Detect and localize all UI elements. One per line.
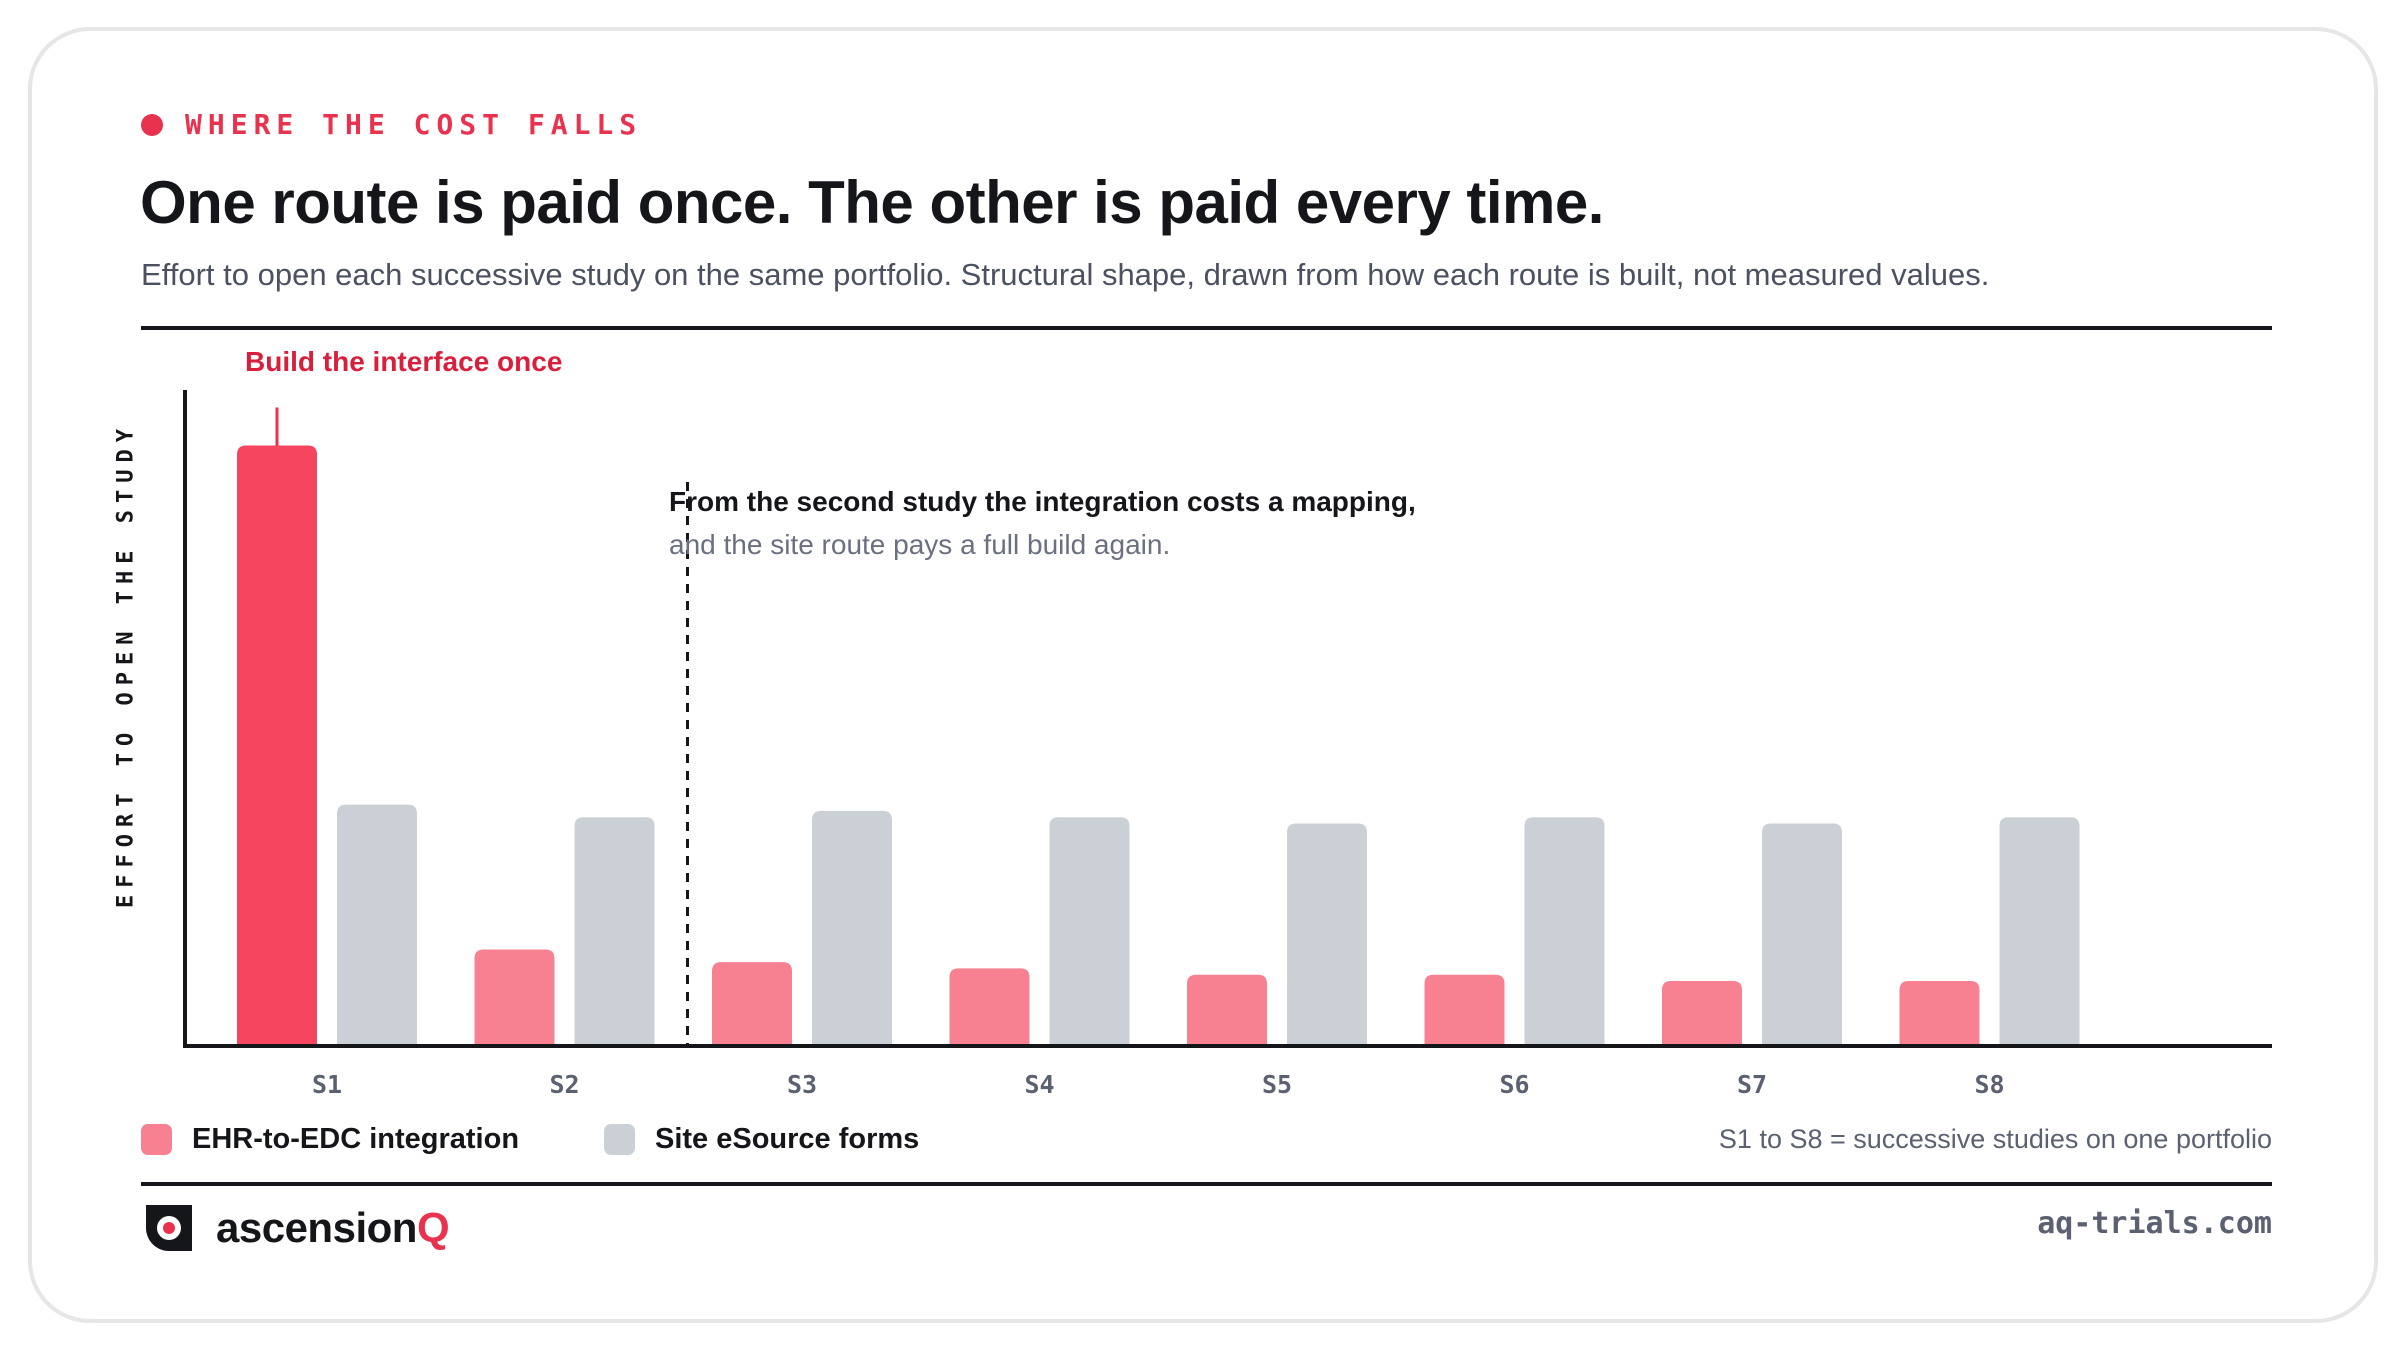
brand: ascensionQ <box>140 1199 450 1257</box>
bar-site-s6 <box>1524 817 1605 1044</box>
divider-annotation-line2: and the site route pays a full build aga… <box>669 529 1170 560</box>
bottom-rule <box>141 1182 2272 1186</box>
x-tick-label-s6: S6 <box>1499 1070 1529 1099</box>
brand-name: ascensionQ <box>216 1204 450 1251</box>
x-tick-label-s1: S1 <box>312 1070 342 1099</box>
x-tick-label-s8: S8 <box>1974 1070 2004 1099</box>
x-tick-label-s3: S3 <box>787 1070 817 1099</box>
x-tick-label-s7: S7 <box>1737 1070 1767 1099</box>
footnote: S1 to S8 = successive studies on one por… <box>1718 1124 2272 1154</box>
divider-annotation-line1: From the second study the integration co… <box>669 486 1416 517</box>
bar-integration-s1 <box>237 445 317 1044</box>
page-subtitle: Effort to open each successive study on … <box>141 257 1990 292</box>
bar-integration-s3 <box>712 962 792 1044</box>
bar-site-s7 <box>1762 823 1842 1044</box>
bar-integration-s5 <box>1187 974 1267 1044</box>
legend-label-integration: EHR-to-EDC integration <box>192 1123 520 1155</box>
top-rule <box>141 326 2272 330</box>
card-frame <box>28 27 2378 1323</box>
bar-integration-s2 <box>474 949 555 1044</box>
legend-label-site: Site eSource forms <box>655 1123 920 1155</box>
site-url: aq-trials.com <box>2037 1206 2272 1241</box>
bar-integration-s8 <box>1899 981 1980 1044</box>
eyebrow: WHERE THE COST FALLS <box>141 108 642 141</box>
legend-swatch-integration <box>141 1124 172 1155</box>
bar-integration-s4 <box>949 968 1030 1044</box>
eyebrow-dot-icon <box>141 113 163 136</box>
bar-site-s2 <box>574 817 655 1044</box>
ascensionq-logo-icon <box>146 1205 192 1251</box>
page-title: One route is paid once. The other is pai… <box>140 169 1604 236</box>
bar-site-s3 <box>812 810 892 1044</box>
legend-swatch-site <box>604 1124 635 1155</box>
bar-site-s5 <box>1287 823 1367 1044</box>
bar-site-s4 <box>1049 817 1130 1044</box>
eyebrow-text: WHERE THE COST FALLS <box>185 108 643 141</box>
legend-item-site: Site eSource forms <box>604 1123 919 1156</box>
bar-site-s8 <box>1999 817 2080 1044</box>
x-tick-label-s4: S4 <box>1024 1070 1054 1099</box>
bar-integration-s7 <box>1662 981 1742 1044</box>
first-bar-annotation: Build the interface once <box>245 346 562 377</box>
bar-integration-s6 <box>1424 974 1505 1044</box>
x-tick-label-s2: S2 <box>549 1070 579 1099</box>
x-tick-label-s5: S5 <box>1262 1070 1292 1099</box>
legend-item-integration: EHR-to-EDC integration <box>141 1123 519 1156</box>
bar-site-s1 <box>337 804 417 1044</box>
